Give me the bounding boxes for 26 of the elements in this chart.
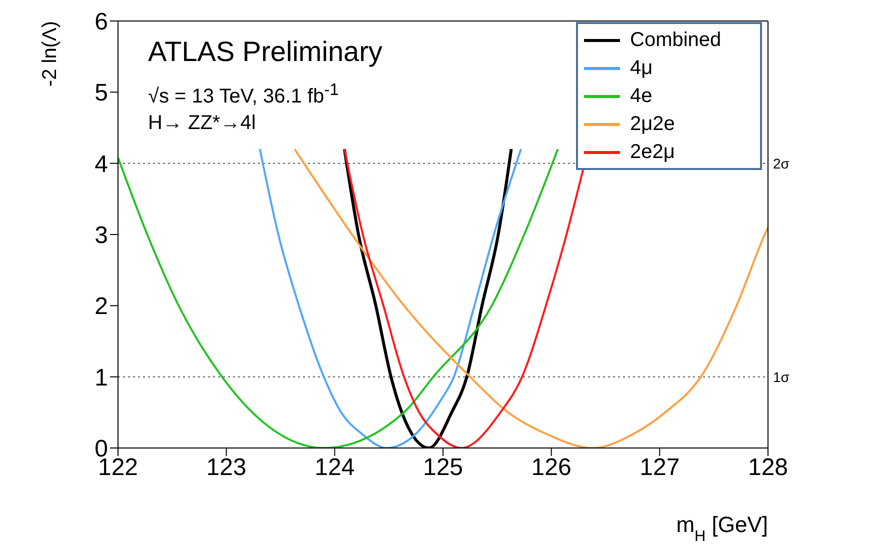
legend-label: 2e2μ <box>630 140 675 165</box>
text: ATLAS Preliminary <box>148 36 382 68</box>
y-tick-label: 6 <box>94 8 108 36</box>
ref-line-label: 2σ <box>773 155 790 172</box>
y-tick-label: 4 <box>94 150 108 178</box>
legend-label: 2μ2e <box>630 112 675 137</box>
ref-line-label: 1σ <box>773 368 790 385</box>
x-tick-label: 123 <box>206 454 246 482</box>
annotation: √s = 13 TeV, 36.1 fb$^{-1}$ <box>148 80 339 109</box>
line-series <box>258 148 522 448</box>
x-tick-label: 125 <box>422 454 464 482</box>
y-tick-label: 3 <box>94 222 108 250</box>
x-tick-label: 127 <box>640 454 680 482</box>
y-tick-label: 5 <box>94 80 108 107</box>
x-tick-label: 126 <box>531 454 572 482</box>
y-axis-title: -2 ln(Λ) <box>39 21 61 87</box>
legend-label: 4e <box>630 84 652 109</box>
y-tick-label: 1 <box>94 364 108 392</box>
x-tick-label: 124 <box>314 454 355 482</box>
y-tick-label: 2 <box>94 293 108 320</box>
x-axis-title: m$_{H}$ [GeV] <box>676 512 768 544</box>
legend-label: 4μ <box>630 56 653 81</box>
annotation: H→ ZZ*→4l <box>148 112 256 135</box>
line-series <box>118 148 559 448</box>
x-tick-label: 128 <box>748 454 788 482</box>
legend-label: Combined <box>630 28 722 53</box>
